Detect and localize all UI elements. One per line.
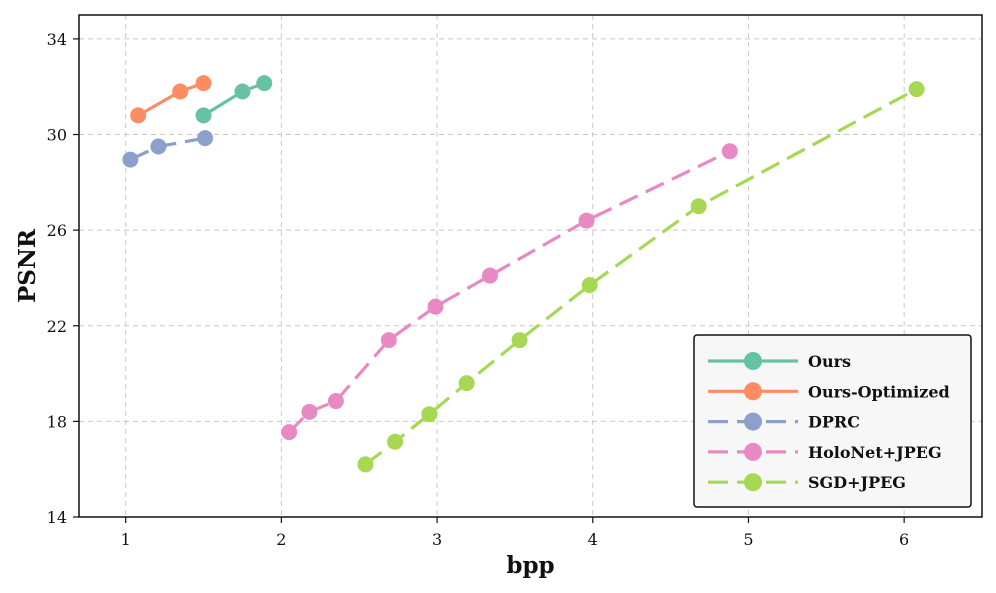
y-tick-label: 26	[47, 221, 67, 240]
legend-marker-holonet-jpeg	[744, 442, 762, 461]
data-point-sgd-jpeg	[458, 375, 475, 392]
y-tick-label: 22	[47, 317, 67, 336]
data-point-holonet-jpeg	[578, 212, 595, 229]
x-tick-label: 4	[588, 530, 598, 549]
data-point-ours-optimized	[195, 75, 212, 92]
x-tick-label: 3	[432, 530, 442, 549]
legend-marker-ours	[744, 352, 762, 370]
data-point-sgd-jpeg	[421, 406, 438, 423]
data-point-dprc	[122, 151, 139, 168]
legend-label-ours-optimized: Ours-Optimized	[808, 382, 950, 401]
data-point-sgd-jpeg	[690, 198, 707, 215]
legend-box	[693, 334, 972, 508]
legend: Ours Ours-Optimized DPRC HoloNet+JPEG SGD+JP…	[693, 334, 972, 508]
data-point-holonet-jpeg	[301, 403, 318, 420]
data-point-ours	[195, 107, 212, 124]
legend-label-holonet-jpeg: HoloNet+JPEG	[808, 443, 942, 462]
data-point-ours	[234, 83, 251, 100]
data-point-holonet-jpeg	[427, 298, 444, 315]
data-point-ours-optimized	[130, 107, 147, 124]
data-point-holonet-jpeg	[482, 267, 499, 284]
y-axis-title: PSNR	[14, 228, 41, 303]
data-point-sgd-jpeg	[581, 277, 598, 294]
legend-marker-sgd-jpeg	[744, 473, 762, 492]
data-point-dprc	[197, 130, 214, 147]
data-point-dprc	[150, 138, 167, 155]
legend-label-dprc: DPRC	[808, 413, 860, 432]
y-tick-label: 18	[47, 412, 67, 431]
data-point-holonet-jpeg	[281, 424, 298, 441]
legend-marker-dprc	[744, 412, 762, 431]
data-point-sgd-jpeg	[387, 433, 404, 450]
y-tick-label: 30	[47, 126, 67, 145]
legend-label-ours: Ours	[808, 352, 851, 371]
data-point-sgd-jpeg	[357, 456, 374, 473]
x-axis-title: bpp	[506, 552, 554, 579]
data-point-holonet-jpeg	[327, 393, 344, 410]
plot-frame	[78, 14, 983, 518]
x-tick-label: 1	[121, 530, 131, 549]
y-tick-label: 34	[47, 30, 67, 49]
legend-marker-ours-optimized	[744, 382, 762, 401]
data-point-sgd-jpeg	[511, 332, 528, 349]
legend-label-sgd-jpeg: SGD+JPEG	[808, 473, 906, 492]
data-point-ours-optimized	[172, 83, 189, 100]
series-layer	[122, 75, 925, 473]
x-tick-label: 5	[743, 530, 753, 549]
x-tick-label: 6	[899, 530, 909, 549]
data-point-sgd-jpeg	[908, 81, 925, 98]
data-point-ours	[256, 75, 273, 92]
data-point-holonet-jpeg	[721, 143, 738, 160]
y-tick-label: 14	[47, 508, 67, 527]
data-point-holonet-jpeg	[380, 332, 397, 349]
x-tick-label: 2	[276, 530, 286, 549]
